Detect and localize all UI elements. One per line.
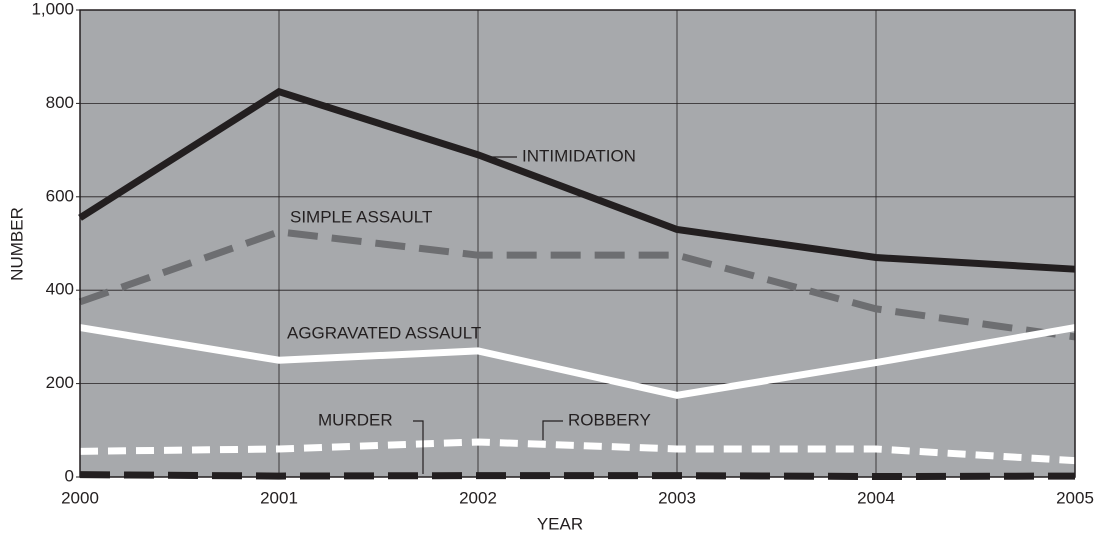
series-label: AGGRAVATED ASSAULT: [287, 323, 481, 342]
y-tick-label: 600: [46, 186, 74, 205]
series-line: [78, 87, 1076, 273]
x-tick-label: 2005: [1056, 488, 1094, 507]
series-label: ROBBERY: [568, 410, 651, 429]
series-line: [78, 228, 1076, 341]
x-tick-label: 2003: [658, 488, 696, 507]
plot-background: [80, 10, 1075, 477]
plot-frame: [79, 9, 1076, 478]
y-tick-label: 200: [46, 373, 74, 392]
x-tick-label: 2001: [260, 488, 298, 507]
leader-line: [413, 420, 424, 474]
y-tick-label: 400: [46, 280, 74, 299]
y-axis-label: NUMBER: [7, 207, 26, 281]
series-label: INTIMIDATION: [522, 146, 636, 165]
x-tick-label: 2000: [61, 488, 99, 507]
y-tick-label: 1,000: [31, 0, 74, 18]
leader-line: [542, 420, 563, 440]
x-axis-label: YEAR: [537, 514, 583, 533]
series-line: [79, 324, 1076, 399]
series-label: SIMPLE ASSAULT: [290, 207, 432, 226]
y-tick-label: 800: [46, 93, 74, 112]
y-tick-label: 0: [65, 466, 74, 485]
series-label: MURDER: [318, 410, 393, 429]
x-tick-label: 2004: [857, 488, 895, 507]
x-tick-label: 2002: [459, 488, 497, 507]
series-line: [79, 471, 1076, 481]
series-line: [79, 438, 1076, 465]
